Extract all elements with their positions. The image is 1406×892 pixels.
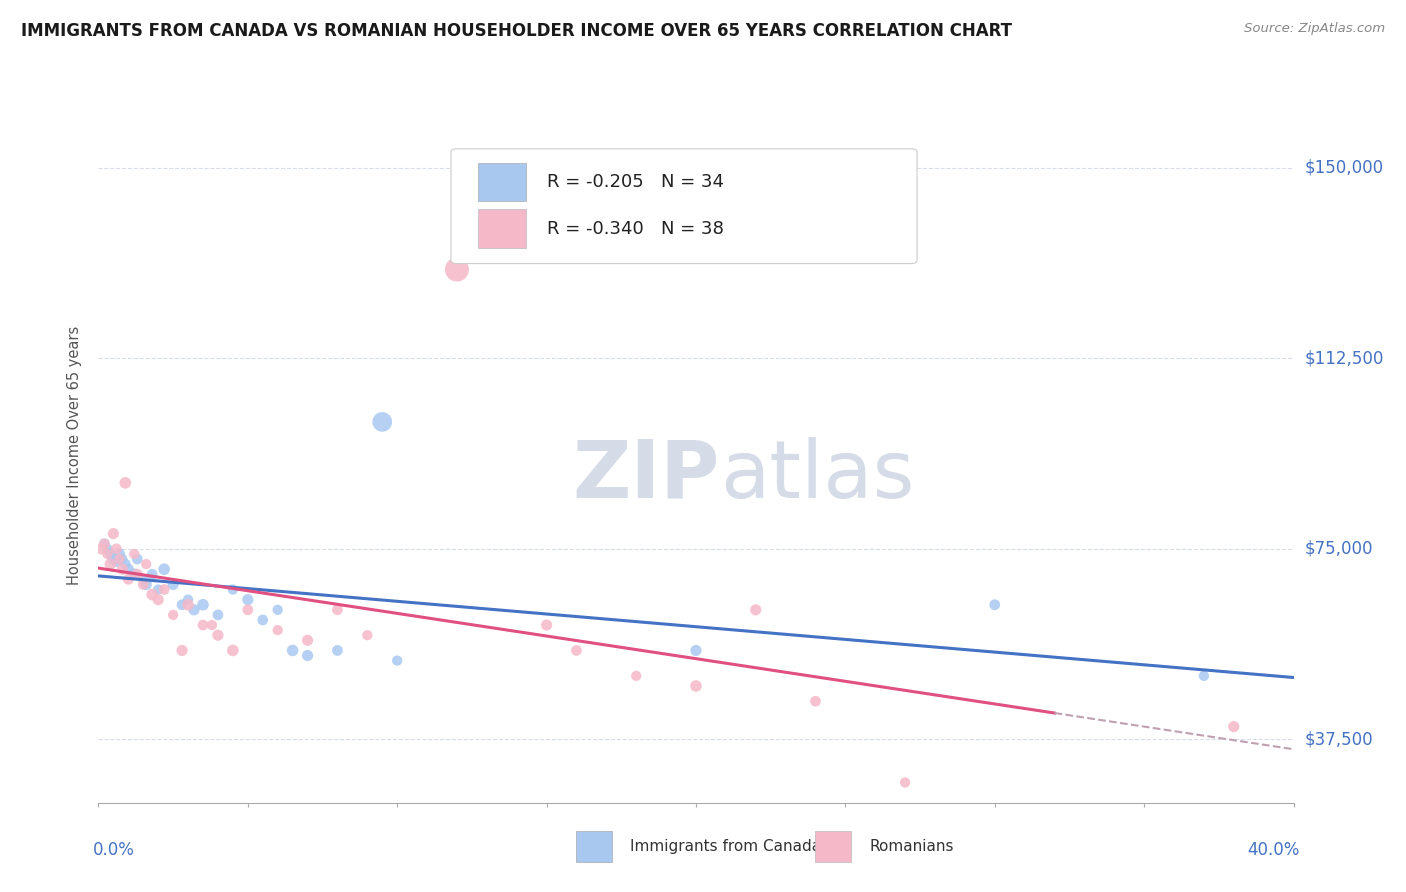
Bar: [576, 830, 613, 862]
Text: Source: ZipAtlas.com: Source: ZipAtlas.com: [1244, 22, 1385, 36]
Point: [153, 582, 176, 597]
Point: [103, 526, 125, 541]
Point: [162, 607, 184, 622]
Point: [191, 598, 214, 612]
Point: [111, 552, 134, 566]
Point: [983, 598, 1005, 612]
Point: [135, 557, 157, 571]
Point: [267, 623, 290, 637]
Point: [446, 262, 468, 277]
Point: [108, 547, 131, 561]
Point: [103, 552, 125, 566]
Point: [98, 547, 122, 561]
Point: [141, 588, 163, 602]
Point: [356, 628, 378, 642]
Point: [565, 643, 588, 657]
Point: [93, 537, 115, 551]
Point: [127, 552, 149, 566]
Point: [177, 598, 200, 612]
Point: [207, 607, 229, 622]
Point: [172, 643, 194, 657]
Point: [114, 475, 136, 490]
Point: [132, 572, 155, 586]
Point: [236, 592, 259, 607]
Text: atlas: atlas: [720, 437, 914, 515]
Point: [536, 618, 558, 632]
Point: [132, 577, 155, 591]
Point: [93, 537, 115, 551]
Point: [141, 567, 163, 582]
Point: [117, 572, 139, 586]
Point: [105, 555, 128, 569]
Text: R = -0.340   N = 38: R = -0.340 N = 38: [547, 219, 724, 238]
Point: [105, 541, 128, 556]
Point: [222, 643, 245, 657]
Point: [96, 541, 118, 556]
Point: [201, 618, 224, 632]
Point: [114, 557, 136, 571]
Point: [127, 567, 149, 582]
Point: [153, 562, 176, 576]
Point: [148, 582, 170, 597]
Point: [177, 592, 200, 607]
Text: R = -0.205   N = 34: R = -0.205 N = 34: [547, 173, 724, 191]
Point: [267, 603, 290, 617]
Point: [804, 694, 827, 708]
Point: [252, 613, 274, 627]
Bar: [478, 162, 526, 201]
Point: [90, 541, 112, 556]
Text: 0.0%: 0.0%: [93, 841, 135, 859]
Text: $75,000: $75,000: [1305, 540, 1374, 558]
Point: [124, 567, 146, 582]
Point: [191, 618, 214, 632]
Text: IMMIGRANTS FROM CANADA VS ROMANIAN HOUSEHOLDER INCOME OVER 65 YEARS CORRELATION : IMMIGRANTS FROM CANADA VS ROMANIAN HOUSE…: [21, 22, 1012, 40]
Point: [162, 577, 184, 591]
Point: [1192, 669, 1215, 683]
Point: [135, 577, 157, 591]
Point: [326, 603, 349, 617]
Point: [222, 582, 245, 597]
Y-axis label: Householder Income Over 65 years: Householder Income Over 65 years: [67, 326, 83, 584]
Point: [371, 415, 394, 429]
Text: Immigrants from Canada: Immigrants from Canada: [630, 839, 821, 855]
Bar: [478, 210, 526, 248]
Point: [1223, 720, 1246, 734]
Point: [385, 654, 409, 668]
Point: [108, 552, 131, 566]
Point: [624, 669, 647, 683]
Point: [172, 598, 194, 612]
Point: [326, 643, 349, 657]
Point: [297, 648, 319, 663]
Point: [183, 603, 205, 617]
Point: [894, 775, 917, 789]
Point: [148, 592, 170, 607]
Text: $37,500: $37,500: [1305, 731, 1374, 748]
Point: [96, 547, 118, 561]
FancyBboxPatch shape: [451, 149, 917, 263]
Point: [124, 547, 146, 561]
Point: [685, 679, 707, 693]
Point: [236, 603, 259, 617]
Point: [117, 562, 139, 576]
Point: [745, 603, 768, 617]
Text: $150,000: $150,000: [1305, 159, 1384, 177]
Point: [685, 643, 707, 657]
Point: [98, 557, 122, 571]
Point: [207, 628, 229, 642]
Point: [281, 643, 304, 657]
Bar: [815, 830, 852, 862]
Point: [111, 562, 134, 576]
Text: 40.0%: 40.0%: [1247, 841, 1299, 859]
Point: [297, 633, 319, 648]
Text: $112,500: $112,500: [1305, 350, 1384, 368]
Text: ZIP: ZIP: [572, 437, 720, 515]
Text: Romanians: Romanians: [869, 839, 953, 855]
